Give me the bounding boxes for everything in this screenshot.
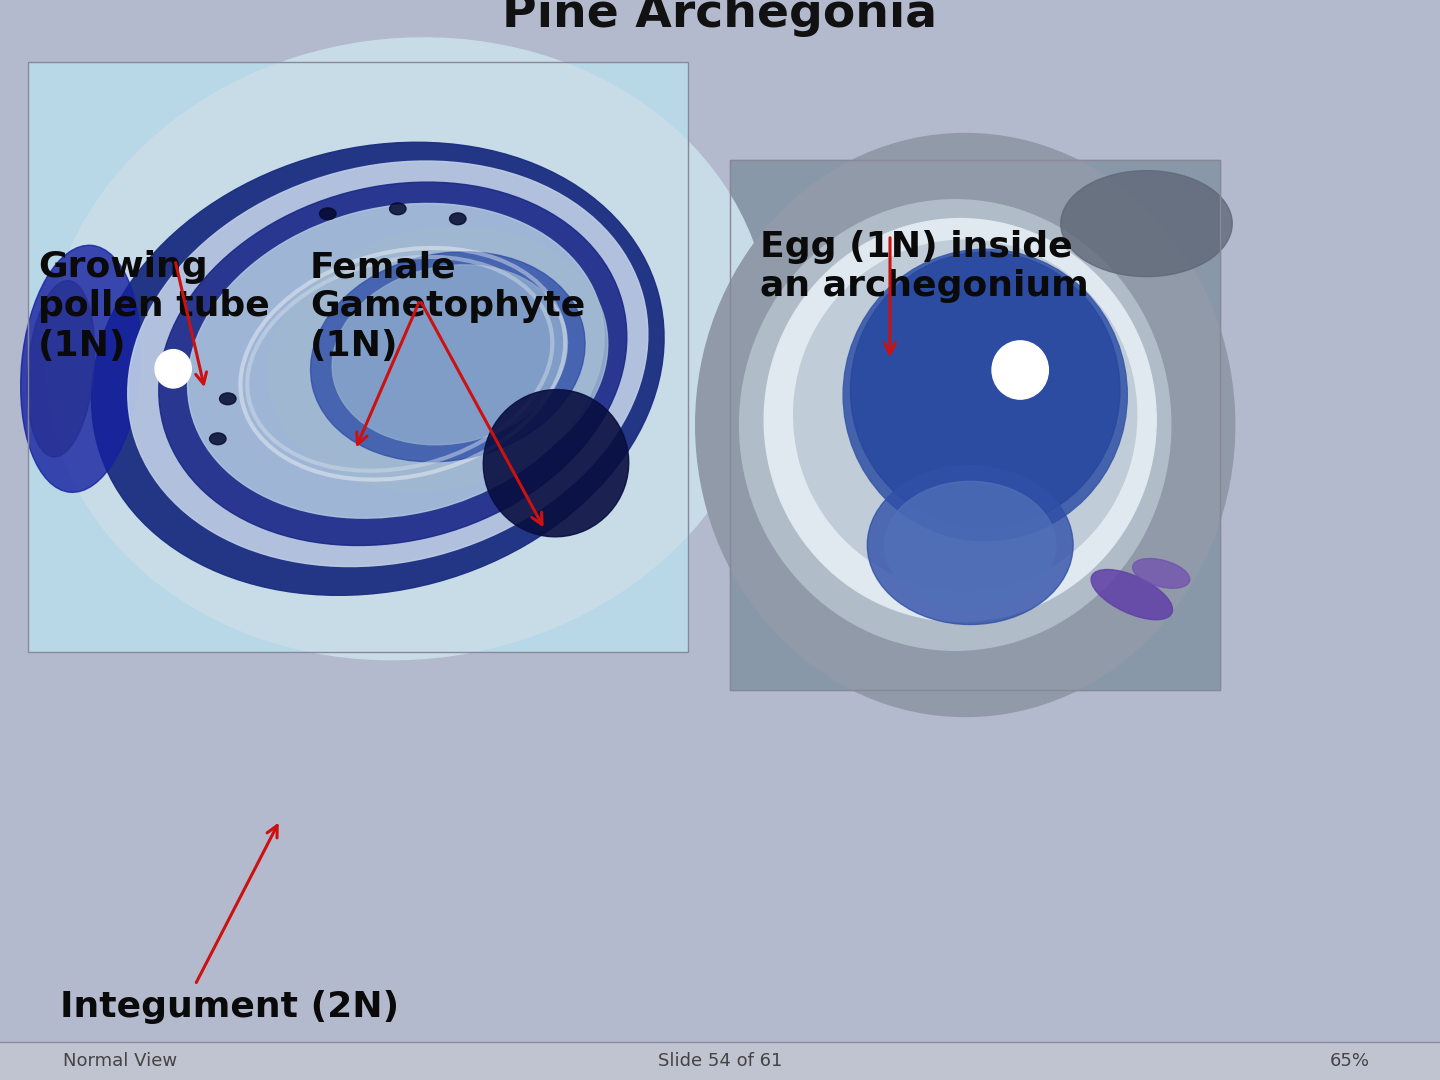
Text: Egg (1N) inside
an archegonium: Egg (1N) inside an archegonium: [760, 230, 1089, 303]
Ellipse shape: [449, 213, 467, 225]
Ellipse shape: [210, 433, 226, 445]
Ellipse shape: [390, 203, 406, 215]
Ellipse shape: [333, 265, 567, 445]
Ellipse shape: [884, 482, 1056, 609]
Ellipse shape: [1061, 171, 1233, 276]
Ellipse shape: [765, 218, 1156, 621]
Text: Slide 54 of 61: Slide 54 of 61: [658, 1052, 782, 1070]
Ellipse shape: [20, 245, 141, 492]
Text: Female
Gametophyte
(1N): Female Gametophyte (1N): [310, 249, 585, 363]
Text: Pine Archegonia: Pine Archegonia: [503, 0, 937, 37]
Bar: [27, 62, 688, 652]
Text: Normal View: Normal View: [63, 1052, 177, 1070]
Ellipse shape: [793, 240, 1136, 590]
Ellipse shape: [219, 393, 236, 405]
Ellipse shape: [156, 350, 192, 388]
Text: 65%: 65%: [1331, 1052, 1369, 1070]
Bar: [730, 160, 1220, 690]
Ellipse shape: [320, 207, 336, 219]
Ellipse shape: [268, 227, 608, 490]
Ellipse shape: [867, 465, 1073, 624]
Ellipse shape: [696, 134, 1234, 716]
Ellipse shape: [128, 161, 648, 567]
Bar: [27, 62, 688, 652]
Ellipse shape: [851, 253, 1120, 528]
Ellipse shape: [27, 281, 95, 457]
Ellipse shape: [1133, 558, 1189, 589]
Bar: [0, 1042, 1440, 1080]
Ellipse shape: [187, 203, 603, 518]
Ellipse shape: [740, 200, 1171, 650]
Bar: [730, 160, 1220, 690]
Ellipse shape: [842, 249, 1128, 541]
Ellipse shape: [1092, 569, 1172, 620]
Ellipse shape: [992, 341, 1048, 400]
Ellipse shape: [158, 183, 626, 545]
Text: Integument (2N): Integument (2N): [60, 990, 399, 1024]
Ellipse shape: [92, 143, 664, 595]
Text: Growing
pollen tube
(1N): Growing pollen tube (1N): [37, 249, 269, 363]
Ellipse shape: [46, 38, 770, 660]
Ellipse shape: [311, 252, 585, 462]
Ellipse shape: [484, 390, 629, 537]
